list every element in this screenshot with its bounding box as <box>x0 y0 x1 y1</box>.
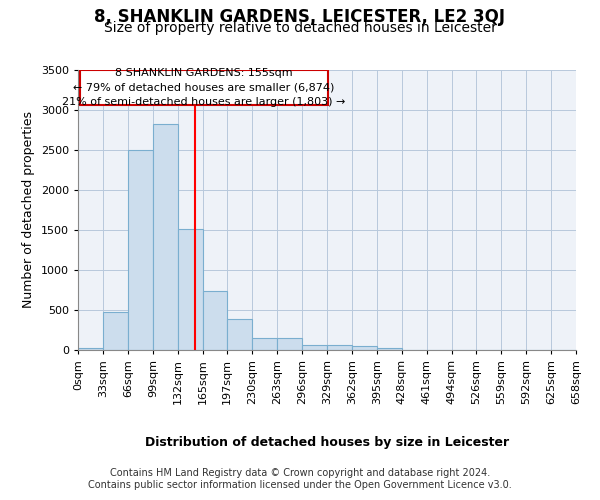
FancyBboxPatch shape <box>80 70 328 105</box>
Text: Distribution of detached houses by size in Leicester: Distribution of detached houses by size … <box>145 436 509 449</box>
Bar <box>227 319 252 350</box>
Bar <box>352 346 377 350</box>
Text: 8 SHANKLIN GARDENS: 155sqm
← 79% of detached houses are smaller (6,874)
21% of s: 8 SHANKLIN GARDENS: 155sqm ← 79% of deta… <box>62 68 346 108</box>
Bar <box>128 150 153 350</box>
Y-axis label: Number of detached properties: Number of detached properties <box>22 112 35 308</box>
Bar <box>178 229 203 350</box>
Bar <box>377 348 402 350</box>
Text: Size of property relative to detached houses in Leicester: Size of property relative to detached ho… <box>104 21 496 35</box>
Bar <box>103 312 128 350</box>
Bar <box>203 291 227 350</box>
Bar <box>153 124 178 350</box>
Bar <box>302 345 327 350</box>
Text: Contains public sector information licensed under the Open Government Licence v3: Contains public sector information licen… <box>88 480 512 490</box>
Bar <box>327 345 352 350</box>
Text: Contains HM Land Registry data © Crown copyright and database right 2024.: Contains HM Land Registry data © Crown c… <box>110 468 490 477</box>
Bar <box>252 338 277 350</box>
Bar <box>78 348 103 350</box>
Text: 8, SHANKLIN GARDENS, LEICESTER, LE2 3QJ: 8, SHANKLIN GARDENS, LEICESTER, LE2 3QJ <box>95 8 505 26</box>
Bar <box>277 338 302 350</box>
